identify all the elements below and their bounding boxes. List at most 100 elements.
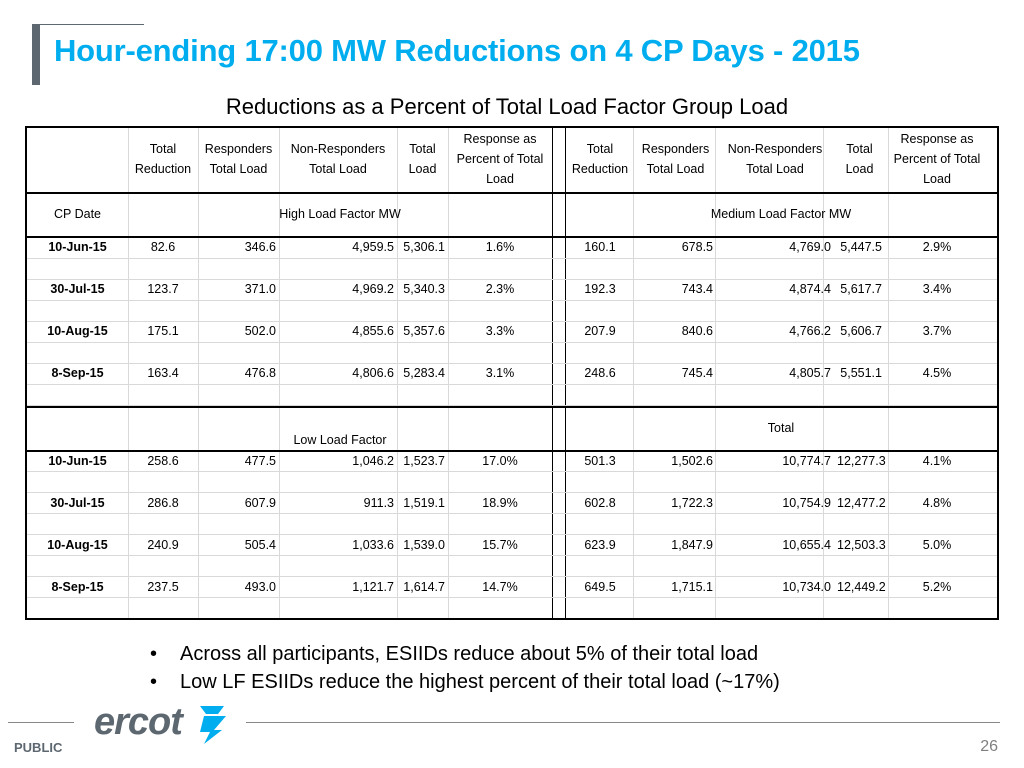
data-cell: 4.5%	[922, 366, 952, 380]
data-cell: 258.6	[147, 454, 179, 468]
data-cell: 12,477.2	[837, 496, 886, 510]
ercot-logo-text: ercot	[94, 701, 184, 743]
data-cell: 1,502.6	[671, 454, 713, 468]
data-cell: 15.7%	[482, 538, 518, 552]
data-cell: 1,614.7	[403, 580, 445, 594]
data-cell: 3.4%	[922, 282, 952, 296]
data-cell: 175.1	[147, 324, 179, 338]
data-cell: 4,769.0	[789, 240, 831, 254]
table-row-rule	[27, 534, 997, 535]
table-row-rule	[27, 321, 997, 322]
data-cell: 477.5	[244, 454, 276, 468]
data-cell: 840.6	[681, 324, 713, 338]
data-cell: 4.8%	[922, 496, 952, 510]
data-cell: 602.8	[584, 496, 616, 510]
data-cell: 5.0%	[922, 538, 952, 552]
data-cell: 5,283.4	[403, 366, 445, 380]
table-row-rule	[27, 555, 997, 556]
data-cell: 5,551.1	[840, 366, 882, 380]
table-column-rule	[397, 128, 398, 618]
data-cell: 1,715.1	[671, 580, 713, 594]
data-cell: 493.0	[244, 580, 276, 594]
page-number: 26	[980, 738, 998, 755]
data-cell: 346.6	[244, 240, 276, 254]
row-date: 10-Aug-15	[47, 324, 108, 338]
data-cell: 4,959.5	[352, 240, 394, 254]
data-cell: 82.6	[150, 240, 176, 254]
table-row-rule	[27, 492, 997, 493]
data-cell: 123.7	[147, 282, 179, 296]
table-subtitle: Reductions as a Percent of Total Load Fa…	[225, 94, 789, 119]
data-cell: 18.9%	[482, 496, 518, 510]
data-cell: 476.8	[244, 366, 276, 380]
data-cell: 207.9	[584, 324, 616, 338]
table-column-rule	[128, 128, 129, 618]
row-date: 10-Jun-15	[48, 240, 107, 254]
table-column-rule	[552, 128, 553, 618]
data-cell: 248.6	[584, 366, 616, 380]
table-row-rule	[27, 192, 997, 194]
reductions-table: Total Reduction Responders Total Load Non-Re…	[25, 126, 999, 620]
data-cell: 17.0%	[482, 454, 518, 468]
data-cell: 745.4	[681, 366, 713, 380]
cp-date-label: CP Date	[53, 207, 101, 221]
data-cell: 1,539.0	[403, 538, 445, 552]
column-header: Responders Total Load	[204, 142, 273, 176]
data-cell: 5,357.6	[403, 324, 445, 338]
ercot-logo: ercot	[94, 701, 226, 744]
row-date: 30-Jul-15	[50, 496, 105, 510]
table-row-rule	[27, 405, 997, 406]
row-date: 30-Jul-15	[50, 282, 105, 296]
column-header: Response as Percent of Total Load	[456, 132, 544, 186]
data-cell: 502.0	[244, 324, 276, 338]
table-column-rule	[279, 128, 280, 618]
data-cell: 623.9	[584, 538, 616, 552]
data-cell: 192.3	[584, 282, 616, 296]
data-cell: 4,766.2	[789, 324, 831, 338]
column-header: Non-Responders Total Load	[727, 142, 823, 176]
table-row-rule	[27, 384, 997, 385]
title-accent-bar	[32, 24, 40, 85]
table-row-rule	[27, 513, 997, 514]
row-date: 8-Sep-15	[51, 366, 104, 380]
table-column-rule	[715, 128, 716, 618]
data-cell: 12,503.3	[837, 538, 886, 552]
data-cell: 4,855.6	[352, 324, 394, 338]
table-column-rule	[565, 128, 566, 618]
table-row-rule	[27, 450, 997, 452]
footer-divider-right	[246, 722, 1000, 723]
bullet-text: Across all participants, ESIIDs reduce a…	[180, 643, 759, 665]
group-label-high-lf: High Load Factor MW	[279, 207, 401, 221]
data-cell: 3.3%	[485, 324, 515, 338]
table-row-rule	[27, 300, 997, 301]
data-cell: 5,606.7	[840, 324, 882, 338]
table-column-rule	[888, 128, 889, 618]
group-label-total: Total	[767, 421, 795, 435]
data-cell: 1,523.7	[403, 454, 445, 468]
data-cell: 12,277.3	[837, 454, 886, 468]
data-cell: 2.3%	[485, 282, 515, 296]
data-cell: 10,655.4	[782, 538, 831, 552]
ercot-star-mark-icon	[200, 706, 226, 744]
row-date: 8-Sep-15	[51, 580, 104, 594]
data-cell: 1,722.3	[671, 496, 713, 510]
data-cell: 678.5	[681, 240, 713, 254]
data-cell: 911.3	[363, 496, 394, 510]
data-cell: 4,805.7	[789, 366, 831, 380]
data-cell: 5,617.7	[840, 282, 882, 296]
column-header: Total Reduction	[571, 142, 629, 176]
data-cell: 5,447.5	[840, 240, 882, 254]
data-cell: 240.9	[147, 538, 179, 552]
table-column-rule	[198, 128, 199, 618]
data-cell: 5,340.3	[403, 282, 445, 296]
table-row-rule	[27, 471, 997, 472]
page-title: Hour-ending 17:00 MW Reductions on 4 CP …	[54, 33, 860, 68]
bullet-list: • Across all participants, ESIIDs reduce …	[150, 640, 780, 696]
table-column-rule	[823, 128, 824, 618]
data-cell: 1,046.2	[352, 454, 394, 468]
data-cell: 10,734.0	[782, 580, 831, 594]
data-cell: 14.7%	[482, 580, 518, 594]
table-row-rule	[27, 279, 997, 280]
data-cell: 163.4	[147, 366, 179, 380]
data-cell: 4,806.6	[352, 366, 394, 380]
